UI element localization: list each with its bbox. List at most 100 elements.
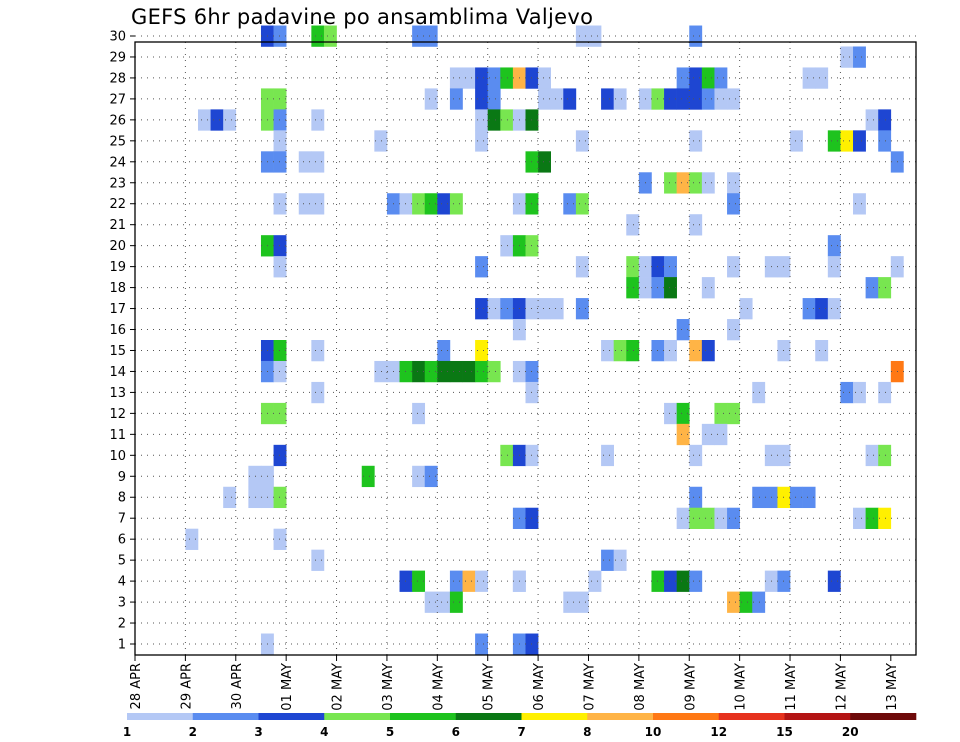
colorbar-label: 20 — [842, 725, 859, 739]
colorbar-segment — [784, 713, 851, 720]
heatmap-cell — [878, 381, 892, 404]
heatmap-cell — [500, 109, 514, 131]
heatmap-cell — [701, 67, 715, 89]
heatmap-cell — [273, 528, 287, 550]
heatmap-cell — [689, 25, 703, 47]
y-tick-label: 10 — [109, 449, 126, 464]
heatmap-cell — [689, 507, 703, 529]
heatmap-cell — [273, 360, 287, 383]
y-tick-label: 27 — [109, 92, 126, 107]
heatmap-cell — [840, 381, 854, 404]
heatmap-cell — [412, 465, 426, 488]
heatmap-cell — [311, 549, 325, 571]
heatmap-cell — [739, 591, 753, 613]
heatmap-cell — [273, 486, 287, 509]
heatmap-cell — [412, 402, 426, 425]
heatmap-cell — [865, 277, 879, 299]
heatmap-cell — [462, 360, 476, 383]
heatmap-cell — [588, 25, 602, 47]
heatmap-cell — [727, 88, 740, 110]
x-tick-label: 10 MAY — [734, 663, 749, 711]
heatmap-cell — [689, 444, 703, 467]
heatmap-cell — [840, 130, 854, 152]
heatmap-cell — [815, 67, 829, 89]
heatmap-cell — [273, 256, 287, 278]
heatmap-cell — [273, 130, 287, 152]
heatmap-cell — [424, 193, 438, 215]
heatmap-cell — [500, 235, 514, 257]
heatmap-cell — [575, 25, 589, 47]
y-tick-label: 13 — [109, 386, 126, 401]
heatmap-cell — [626, 214, 640, 236]
colorbar-label: 10 — [645, 725, 662, 739]
y-tick-label: 19 — [109, 260, 126, 275]
heatmap-cell — [475, 340, 489, 362]
heatmap-cell — [424, 360, 438, 383]
axes: 1234567891011121314151617181920212223242… — [109, 30, 917, 711]
heatmap-cell — [311, 151, 325, 173]
heatmap-cell — [475, 130, 489, 152]
heatmap-cell — [790, 486, 803, 509]
heatmap-cell — [626, 256, 640, 278]
colorbar-segment — [324, 713, 391, 720]
heatmap-cell — [538, 67, 551, 89]
heatmap-cell — [449, 193, 463, 215]
heatmap-cell — [664, 570, 677, 592]
heatmap-cell — [714, 423, 728, 446]
y-tick-label: 12 — [109, 407, 126, 422]
heatmap-cell — [827, 235, 841, 257]
heatmap-cell — [273, 25, 287, 47]
heatmap-cell — [273, 109, 287, 131]
heatmap-cell — [827, 298, 841, 320]
heatmap-cell — [664, 256, 677, 278]
colorbar-segment — [390, 713, 457, 720]
heatmap-cell — [311, 25, 325, 47]
heatmap-cell — [311, 340, 325, 362]
heatmap-cell — [613, 340, 627, 362]
heatmap-cell — [815, 340, 829, 362]
y-tick-label: 5 — [118, 554, 126, 569]
heatmap-cell — [676, 67, 690, 89]
heatmap-cell — [298, 193, 312, 215]
y-tick-label: 8 — [118, 491, 126, 506]
grid-lines — [135, 35, 916, 655]
heatmap-cell — [273, 444, 287, 467]
heatmap-cell — [727, 319, 740, 341]
heatmap-cell — [311, 109, 325, 131]
heatmap-cell — [273, 151, 287, 173]
heatmap-cell — [412, 193, 426, 215]
heatmap-cell — [664, 88, 677, 110]
x-tick-label: 08 MAY — [633, 663, 648, 711]
x-tick-label: 01 MAY — [280, 663, 295, 711]
heatmap-cell — [714, 88, 728, 110]
y-tick-label: 1 — [118, 638, 126, 653]
heatmap-cell — [664, 172, 677, 194]
heatmap-cell — [424, 591, 438, 613]
y-tick-label: 21 — [109, 218, 126, 233]
heatmap-cell — [437, 360, 451, 383]
heatmap-cell — [475, 633, 489, 655]
heatmap-cell — [865, 507, 879, 529]
heatmap-cell — [437, 591, 451, 613]
heatmap-cell — [601, 444, 614, 467]
heatmap-cell — [538, 88, 551, 110]
heatmap-cell — [487, 109, 501, 131]
y-tick-label: 30 — [109, 30, 126, 45]
colorbar-segment — [455, 713, 522, 720]
heatmap-cell — [727, 172, 740, 194]
heatmap-cell — [487, 360, 501, 383]
heatmap-cell — [865, 109, 879, 131]
heatmap-cell — [437, 193, 451, 215]
heatmap-cell — [487, 67, 501, 89]
heatmap-cell — [664, 402, 677, 425]
colorbar-segment — [192, 713, 259, 720]
heatmap-cell — [701, 340, 715, 362]
heatmap-cell — [689, 130, 703, 152]
heatmap-cell — [575, 256, 589, 278]
heatmap-cell — [790, 130, 803, 152]
heatmap-cell — [449, 591, 463, 613]
y-tick-label: 20 — [109, 239, 126, 254]
colorbar: 1 2 3 4 5 6 7 8 10 12 15 20 — [123, 713, 917, 739]
heatmap-cell — [853, 46, 866, 68]
heatmap-cell — [298, 151, 312, 173]
